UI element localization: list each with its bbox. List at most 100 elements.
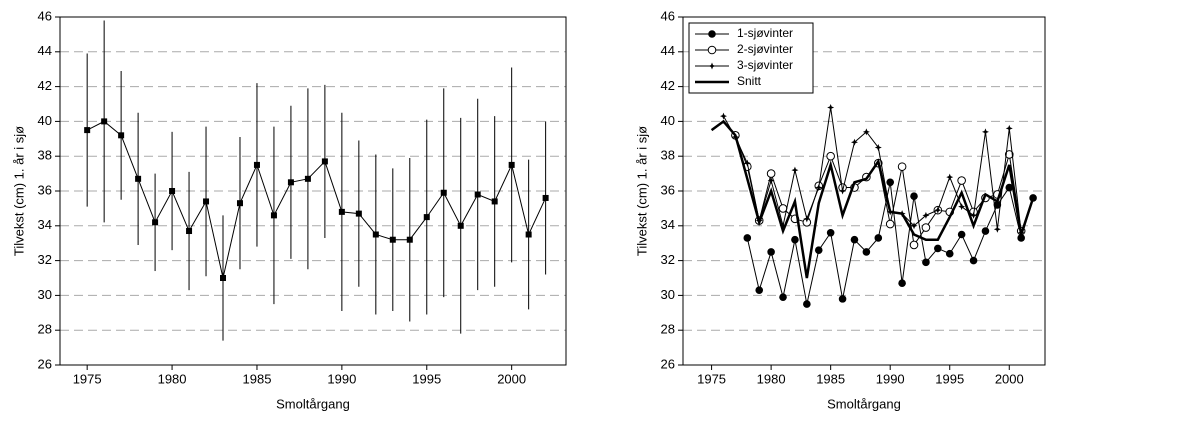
y-tick-label: 42 [661,78,675,93]
marker [981,227,990,235]
marker [862,248,871,256]
marker [957,230,966,239]
marker [743,159,751,167]
marker [945,249,954,258]
marker [372,231,379,238]
marker [779,222,787,230]
y-tick-label: 40 [38,113,52,128]
marker [743,234,752,242]
marker [1005,183,1014,192]
x-axis-label: Smoltårgang [827,396,901,411]
marker [909,240,919,250]
marker [922,211,930,219]
marker [946,173,954,181]
y-axis-label: Tilvekst (cm) 1. år i sjø [11,126,26,256]
marker [910,222,918,230]
marker [525,231,532,238]
x-tick-label: 1990 [876,371,905,386]
marker [957,176,966,185]
y-tick-label: 46 [661,8,675,23]
y-tick-label: 26 [661,356,675,371]
marker [934,244,942,253]
marker [898,279,906,288]
legend: 1-sjøvinter 2-sjøvinter 3-sjøvinter Snitt [688,22,814,94]
legend-label: 3-sjøvinter [737,58,793,72]
marker [287,179,294,186]
marker [803,300,811,308]
x-tick-label: 1985 [243,371,272,386]
y-tick-label: 38 [661,148,675,163]
y-tick-label: 32 [38,252,52,267]
marker [253,161,260,168]
y-tick-label: 34 [661,217,675,232]
y-tick-label: 44 [38,43,52,58]
marker [101,118,108,125]
marker [474,191,481,198]
series-line [746,182,1034,305]
marker [921,223,931,232]
y-tick-label: 46 [38,8,52,23]
marker [850,235,859,244]
marker [826,228,835,237]
marker [970,211,978,219]
plot-frame [682,16,1046,366]
series-line [723,107,1022,233]
marker [791,235,799,244]
x-axis-label: Smoltårgang [276,396,350,411]
marker [766,169,776,178]
marker [850,138,858,146]
marker [270,212,277,219]
marker [755,286,764,294]
marker [1004,150,1014,159]
y-tick-label: 40 [661,113,675,128]
series-line [710,119,1035,279]
legend-label: Snitt [737,74,762,88]
marker [542,194,549,201]
series-line [86,120,547,279]
y-tick-label: 36 [661,182,675,197]
y-axis-label: Tilvekst (cm) 1. år i sjø [634,126,649,256]
marker [885,219,895,229]
marker [958,203,966,211]
marker [152,219,159,226]
marker [969,256,978,265]
y-tick-label: 42 [38,78,52,93]
y-tick-label: 44 [661,43,675,58]
marker [508,161,515,168]
marker [84,127,91,134]
x-tick-label: 1985 [816,371,845,386]
marker [897,162,907,171]
marker [708,62,716,70]
y-tick-label: 28 [661,322,675,337]
x-tick-label: 1980 [757,371,786,386]
marker [389,236,396,243]
marker [118,132,125,139]
marker [993,201,1002,209]
marker [135,175,142,182]
marker [338,208,345,215]
marker [220,275,227,281]
marker [874,234,883,242]
x-tick-label: 1980 [158,371,187,386]
marker [1005,124,1013,132]
x-tick-label: 1995 [412,371,441,386]
chart: 26 28 30 32 34 36 38 40 42 44 46 1975 1980 1985 1990 19… [634,8,1046,411]
marker [423,214,430,221]
marker [839,187,847,195]
marker [826,151,835,161]
marker [491,198,498,205]
x-tick-label: 2000 [497,371,526,386]
marker [767,177,775,185]
marker [874,144,882,151]
marker [838,295,847,303]
x-tick-label: 1975 [73,371,102,386]
marker [304,175,311,182]
legend-label: 1-sjøvinter [737,26,793,40]
y-tick-label: 26 [38,356,52,371]
marker [922,258,930,267]
marker [457,222,464,229]
y-tick-label: 30 [38,287,52,302]
marker [767,248,775,256]
y-tick-label: 38 [38,148,52,163]
